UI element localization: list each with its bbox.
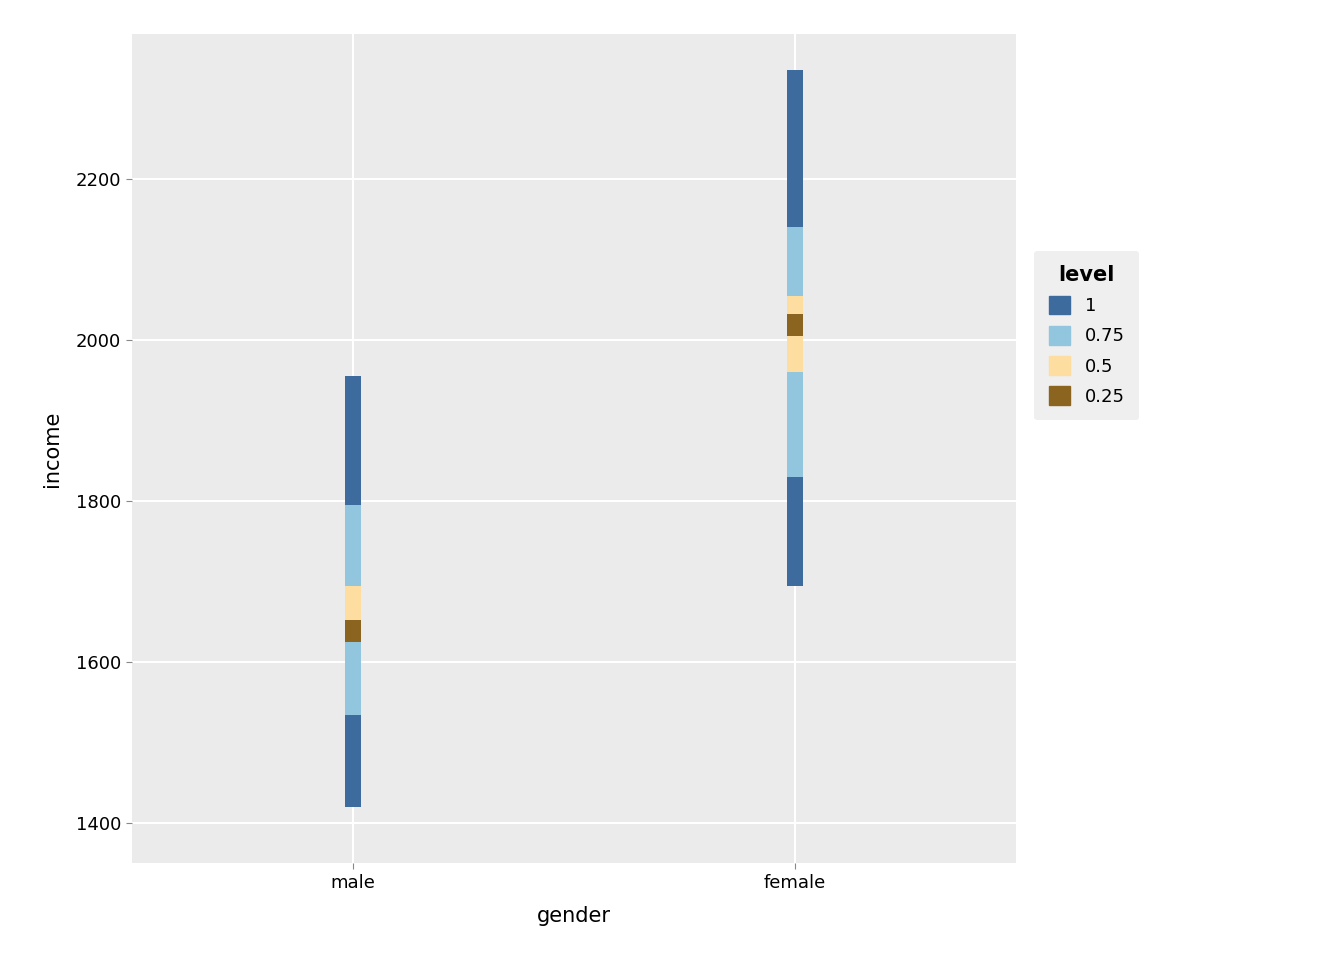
Bar xyxy=(345,505,360,586)
Bar xyxy=(788,314,802,336)
Bar xyxy=(345,619,360,642)
Y-axis label: income: income xyxy=(42,411,62,487)
Bar xyxy=(345,376,360,505)
Bar xyxy=(345,642,360,714)
Bar xyxy=(788,70,802,228)
Bar xyxy=(788,228,802,296)
X-axis label: gender: gender xyxy=(538,906,612,925)
Bar xyxy=(788,336,802,372)
Bar xyxy=(788,372,802,477)
Bar xyxy=(345,586,360,619)
Bar xyxy=(788,477,802,586)
Bar xyxy=(788,296,802,314)
Bar xyxy=(345,714,360,807)
Legend: 1, 0.75, 0.5, 0.25: 1, 0.75, 0.5, 0.25 xyxy=(1035,251,1140,420)
